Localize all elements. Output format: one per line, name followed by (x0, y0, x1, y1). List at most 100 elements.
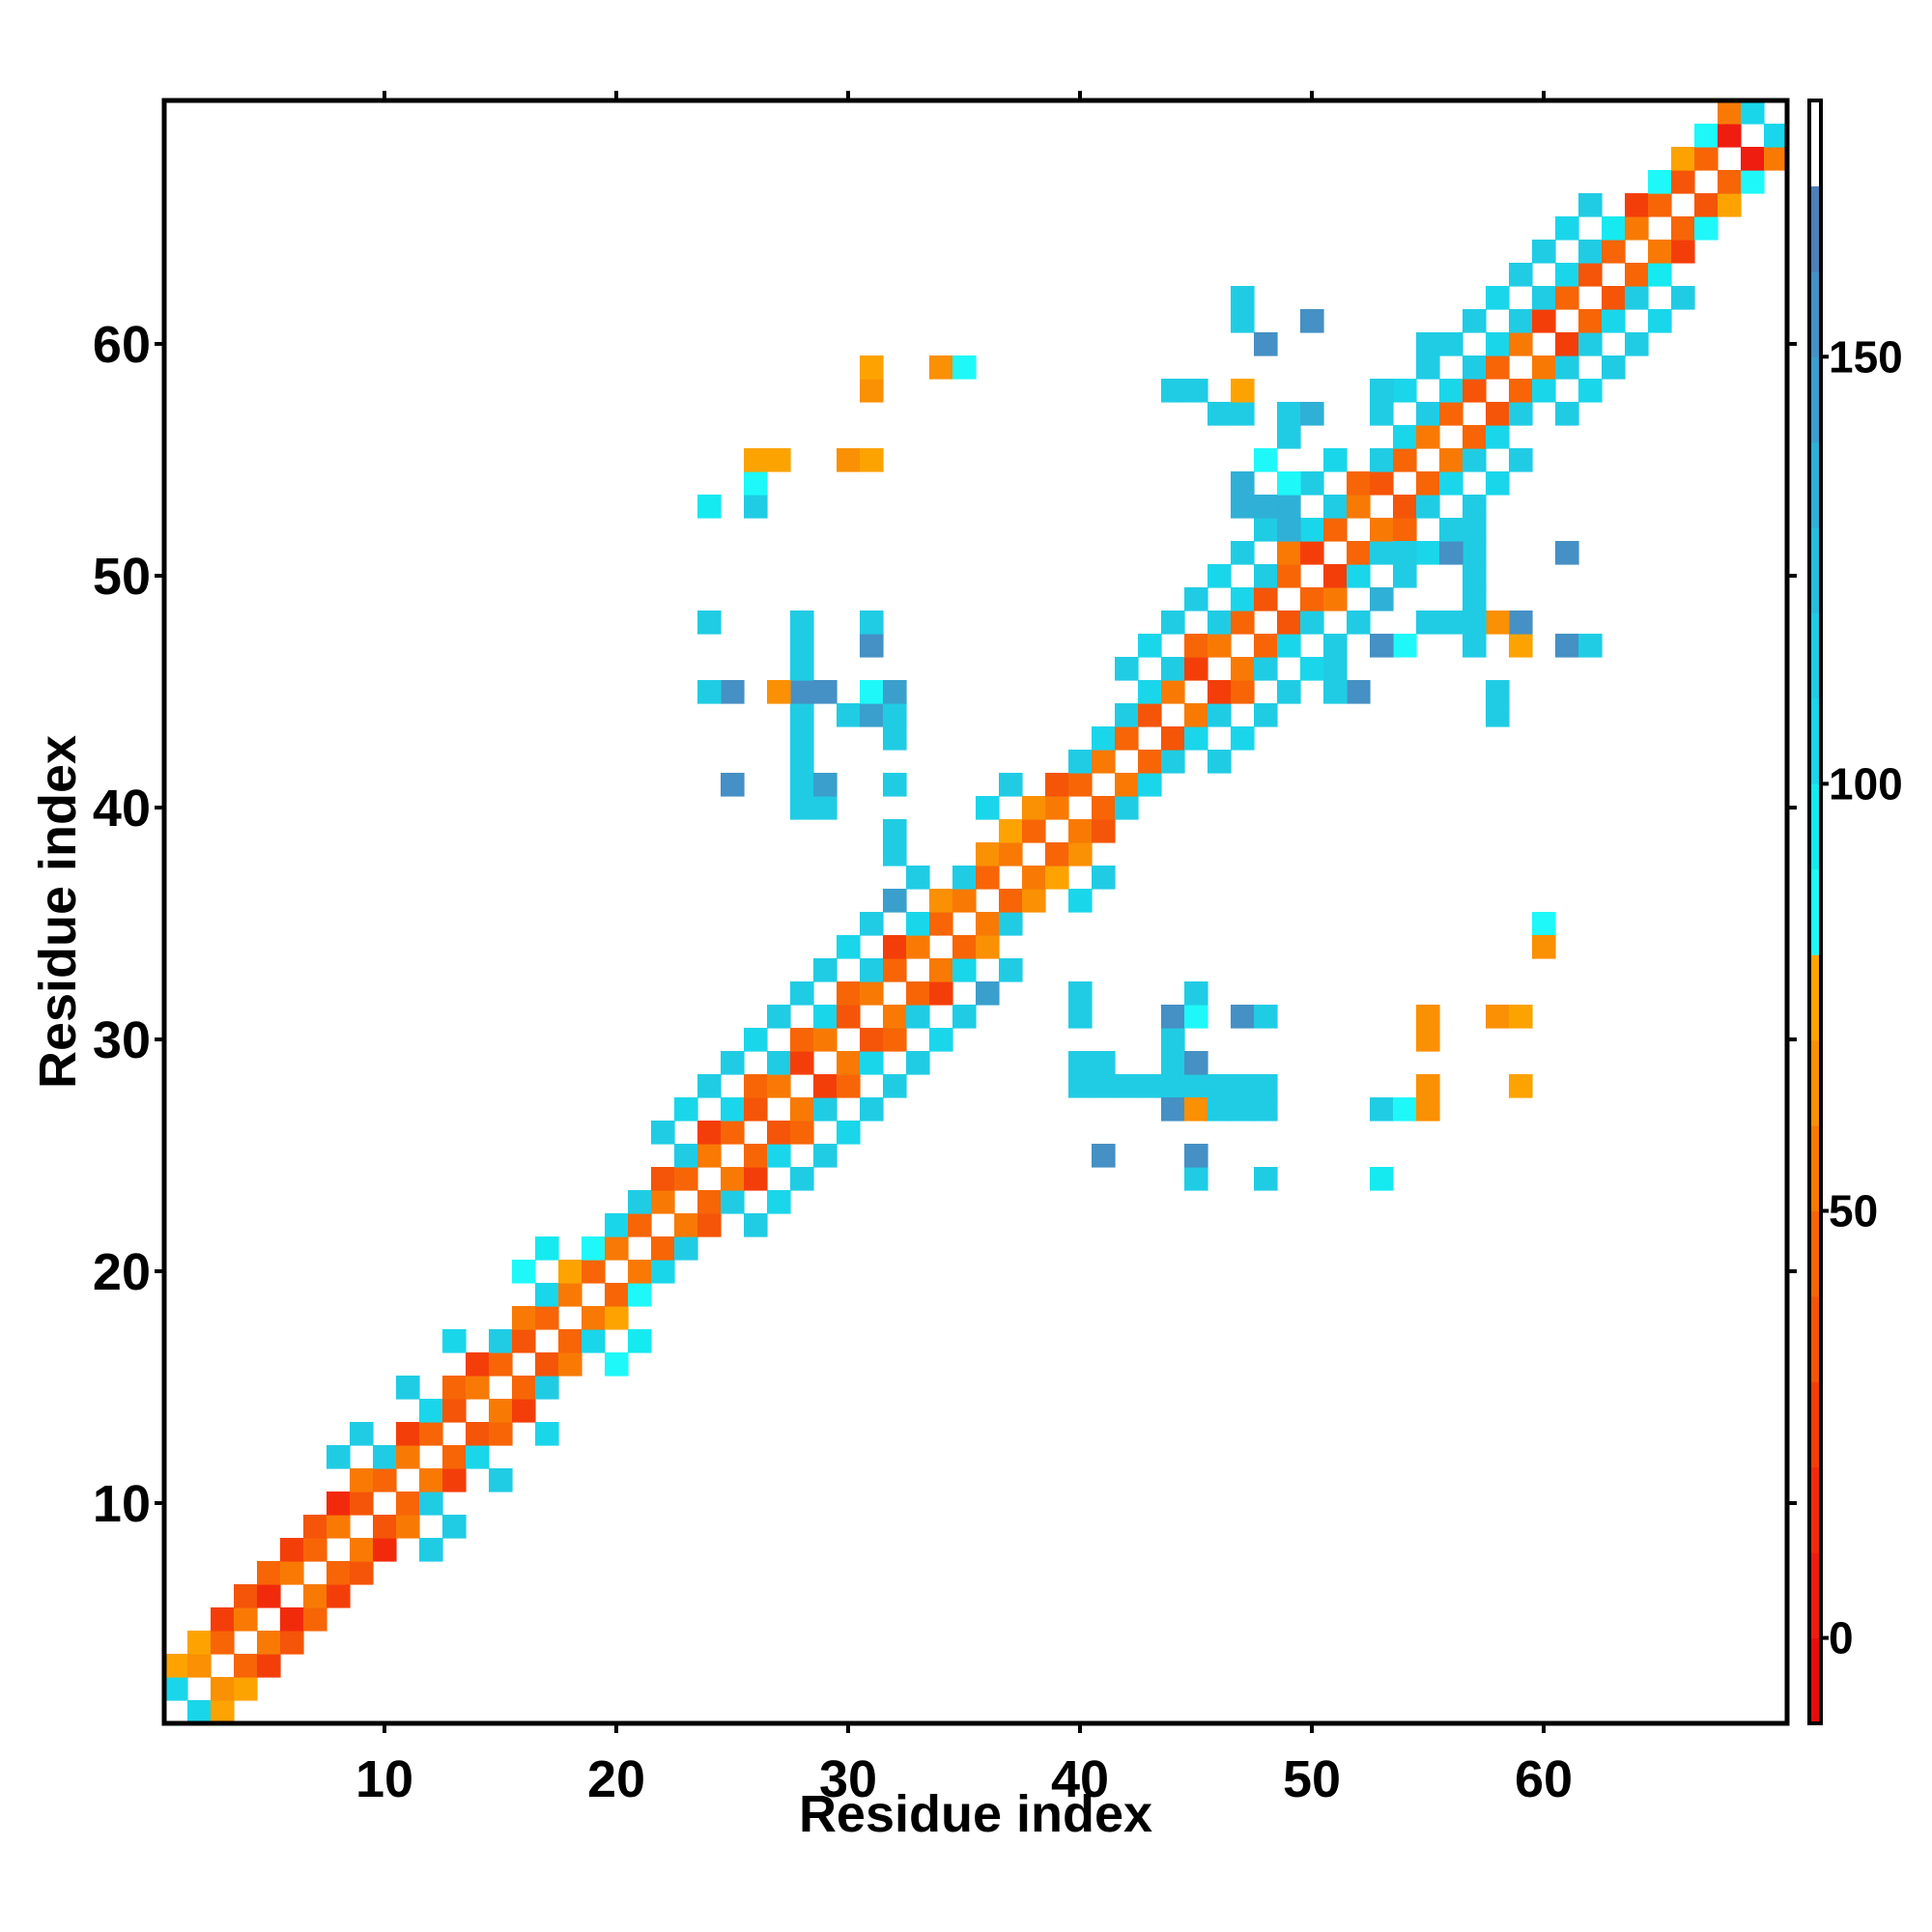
heatmap-cell (976, 866, 1000, 890)
heatmap-cell (234, 1654, 258, 1678)
heatmap-cell (1300, 309, 1324, 333)
heatmap-cell (535, 1376, 559, 1400)
heatmap-cell (234, 1584, 258, 1608)
heatmap-cell (1092, 1074, 1116, 1098)
heatmap-cell (1323, 495, 1348, 519)
heatmap-cell (721, 1190, 745, 1214)
heatmap-cell (1555, 216, 1579, 241)
x-axis-title: Residue index (799, 1785, 1152, 1843)
heatmap-cell (813, 1097, 838, 1122)
colorbar-segment (1809, 954, 1821, 1041)
heatmap-cell (651, 1260, 675, 1284)
heatmap-cell (1347, 564, 1371, 588)
heatmap-cell (1416, 1074, 1440, 1098)
heatmap-cell (860, 448, 884, 472)
heatmap-cell (1671, 147, 1695, 171)
heatmap-cell (883, 819, 907, 843)
heatmap-cell (1439, 332, 1463, 356)
heatmap-cell (1161, 1097, 1185, 1122)
heatmap-cell (1416, 1097, 1440, 1122)
heatmap-cell (1509, 1074, 1533, 1098)
heatmap-cell (860, 703, 884, 727)
x-tick-label: 60 (1515, 1750, 1573, 1808)
heatmap-cell (744, 471, 768, 496)
heatmap-cell (744, 495, 768, 519)
heatmap-cell (1463, 309, 1487, 333)
heatmap-cell (721, 680, 745, 704)
heatmap-cell (767, 448, 791, 472)
heatmap-cell (396, 1376, 420, 1400)
heatmap-cell (1393, 518, 1417, 542)
heatmap-cell (1184, 634, 1208, 658)
colorbar-segment (1809, 1210, 1821, 1297)
colorbar-segment (1809, 1295, 1821, 1382)
heatmap-cell (1439, 471, 1463, 496)
heatmap-cell (721, 1121, 745, 1145)
heatmap-cell (1231, 657, 1255, 681)
heatmap-cell (1138, 703, 1162, 727)
heatmap-cell (558, 1329, 582, 1353)
heatmap-cell (1231, 1074, 1255, 1098)
heatmap-cell (976, 912, 1000, 936)
heatmap-cell (697, 495, 722, 519)
heatmap-cell (442, 1468, 467, 1492)
colorbar-segment (1809, 783, 1821, 870)
heatmap-cell (605, 1236, 629, 1261)
heatmap-cell (1347, 471, 1371, 496)
heatmap-cell (999, 842, 1023, 867)
heatmap-cell (860, 634, 884, 658)
heatmap-cell (1671, 286, 1695, 310)
heatmap-cell (883, 680, 907, 704)
heatmap-cell (1741, 170, 1765, 194)
heatmap-cell (489, 1352, 513, 1377)
heatmap-cell (442, 1329, 467, 1353)
heatmap-cell (1555, 355, 1579, 380)
heatmap-cell (1439, 611, 1463, 635)
heatmap-cell (721, 1097, 745, 1122)
heatmap-cell (1578, 193, 1603, 217)
heatmap-cell (1208, 611, 1232, 635)
heatmap-cell (1439, 402, 1463, 426)
y-axis-title: Residue index (29, 735, 87, 1089)
heatmap-cell (1208, 1074, 1232, 1098)
heatmap-cell (1463, 355, 1487, 380)
heatmap-cell (744, 1097, 768, 1122)
heatmap-cell (1045, 842, 1069, 867)
heatmap-cell (164, 1677, 188, 1701)
heatmap-cell (790, 1028, 814, 1052)
heatmap-cell (582, 1236, 606, 1261)
heatmap-cell (1161, 1005, 1185, 1029)
heatmap-cell (1463, 448, 1487, 472)
heatmap-cell (1509, 634, 1533, 658)
heatmap-cell (1718, 193, 1742, 217)
heatmap-cell (303, 1538, 327, 1562)
heatmap-cell (1068, 889, 1093, 913)
heatmap-cell (1602, 286, 1626, 310)
heatmap-cell (1602, 240, 1626, 264)
heatmap-cell (1184, 1097, 1208, 1122)
y-axis-ticks: 10 20 30 40 50 60 (93, 316, 1797, 1533)
colorbar-segment (1809, 441, 1821, 528)
colorbar-segment (1809, 1125, 1821, 1211)
heatmap-cell (466, 1352, 490, 1377)
heatmap-cell (419, 1492, 443, 1516)
heatmap-cell (628, 1283, 652, 1307)
heatmap-cell (1323, 518, 1348, 542)
heatmap-cell (280, 1561, 304, 1585)
heatmap-cell (1439, 379, 1463, 403)
heatmap-cell (605, 1213, 629, 1237)
heatmap-cell (1416, 355, 1440, 380)
heatmap-cell (697, 1213, 722, 1237)
heatmap-cell (1115, 703, 1139, 727)
heatmap-cell (929, 1028, 953, 1052)
heatmap-cell (419, 1422, 443, 1446)
heatmap-cell (1416, 425, 1440, 449)
heatmap-cell (1532, 309, 1556, 333)
heatmap-cell (651, 1167, 675, 1191)
heatmap-cell (1300, 402, 1324, 426)
heatmap-cell (1578, 240, 1603, 264)
heatmap-cell (1393, 425, 1417, 449)
heatmap-cell (535, 1236, 559, 1261)
heatmap-cell (1231, 379, 1255, 403)
